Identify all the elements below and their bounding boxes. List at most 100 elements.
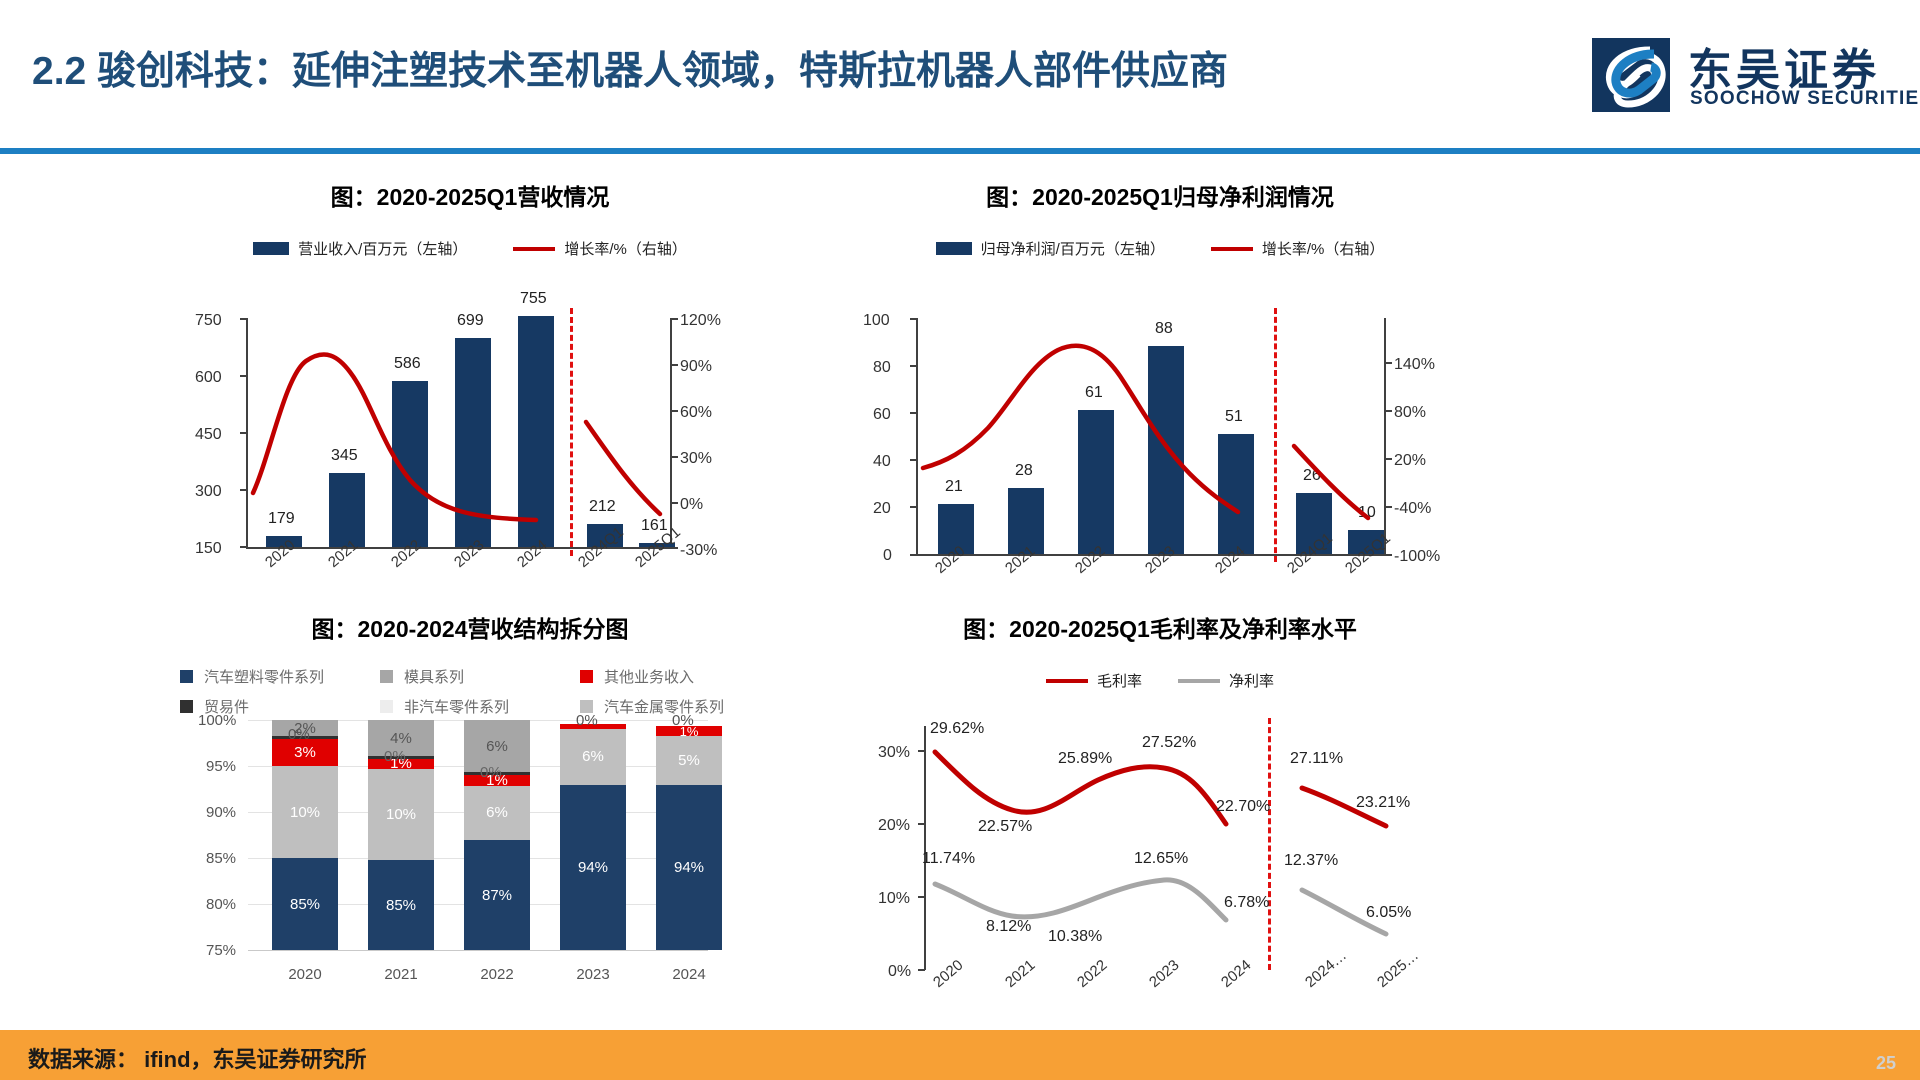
point-label-net: 12.65% [1134,850,1189,867]
seg-trade-2022 [464,772,530,775]
bar-value-label: 345 [331,447,358,464]
bar-2023 [455,338,491,547]
chart-panel-structure: 图：2020-2024营收结构拆分图 汽车塑料零件系列 模具系列 其他业务收入 … [120,610,820,1030]
legend-item-netprofit-bar: 归母净利润/百万元（左轴） [935,238,1165,259]
legend-label: 毛利率 [1096,673,1142,690]
chart-legend-netprofit: 归母净利润/百万元（左轴） 增长率/%（右轴） [790,238,1530,259]
slide-footer: 数据来源： ifind，东吴证券研究所 [0,1030,1920,1080]
xtick-label: 2023 [576,966,610,983]
legend-swatch-bar-icon [253,242,290,255]
bar-2024 [518,316,554,547]
legend-item-trade: 贸易件 [180,696,380,717]
ytick-left: 150 [195,540,222,557]
xtick-label: 2024 [1218,956,1255,992]
chart-panel-netprofit: 图：2020-2025Q1归母净利润情况 归母净利润/百万元（左轴） 增长率/%… [790,178,1530,578]
plot-area-structure: 100% 95% 90% 85% 80% 75% 85% 10% 3% 2% 0… [120,712,820,1010]
ytick-right: 20% [1394,452,1427,469]
ytick-right: 90% [680,358,713,375]
ytick-right: -100% [1394,548,1441,565]
ytick: 95% [206,758,237,775]
point-label-net: 6.05% [1366,904,1412,921]
legend-label: 贸易件 [204,699,250,716]
bar-value-label: 51 [1225,408,1243,425]
bar-2024Q1 [587,524,623,547]
y-axis-line [924,726,926,970]
chart-title-margin: 图：2020-2025Q1毛利率及净利率水平 [963,616,1357,642]
legend-label: 营业收入/百万元（左轴） [298,241,468,258]
seg-mold-2021: 4% [368,720,434,756]
chart-legend-margin: 毛利率 净利率 [790,670,1530,691]
period-divider-line [1268,718,1271,970]
ytick-right: 0% [680,496,704,513]
plot-area-netprofit: 100 80 60 40 20 0 140% 80% 20% -40% -100… [790,246,1530,577]
seg-auto-plastic-2021: 85% [368,860,434,950]
ytick-left: 450 [195,426,222,443]
legend-item-other-income: 其他业务收入 [580,666,780,687]
page-title: 2.2 骏创科技：延伸注塑技术至机器人领域，特斯拉机器人部件供应商 [32,50,1229,93]
seg-label-trade-2022: 0% [480,764,502,781]
point-label-net: 12.37% [1284,852,1339,869]
data-source-text: 数据来源： ifind，东吴证券研究所 [28,1047,367,1072]
xtick-label: 2022 [1074,956,1111,992]
seg-other-income-2021: 1% [368,755,434,772]
seg-auto-plastic-2023: 94% [560,785,626,950]
xtick-label: 2021 [1002,956,1039,992]
x-axis-line [246,547,672,549]
company-logo: 东吴证券 SOOCHOW SECURITIES [1592,34,1920,116]
ytick-left: 750 [195,312,222,329]
legend-swatch-icon [580,670,593,683]
ytick-right: 120% [680,312,721,329]
ytick-right: 140% [1394,356,1435,373]
ytick: 0% [888,963,912,980]
seg-other-income-2020: 3% [272,738,338,766]
ytick: 100% [198,712,237,729]
soochow-logo-icon [1592,38,1670,112]
legend-item-net-margin: 净利率 [1178,670,1274,691]
seg-mold-2020: 2% [272,720,338,737]
x-axis-line [916,554,1386,556]
ytick-right: 30% [680,450,713,467]
legend-item-auto-metal: 汽车金属零件系列 [580,696,780,717]
legend-swatch-line-icon [1178,678,1220,683]
legend-swatch-icon [180,700,193,713]
legend-item-nonauto: 非汽车零件系列 [380,696,580,717]
seg-auto-metal-2021: 10% [368,768,434,860]
seg-auto-plastic-2024: 94% [656,785,722,950]
bar-value-label: 179 [268,510,295,527]
bar-value-label: 699 [457,312,484,329]
slide-header: 2.2 骏创科技：延伸注塑技术至机器人领域，特斯拉机器人部件供应商 东吴证券 S… [0,0,1920,154]
point-label-net: 11.74% [922,850,976,867]
ytick: 20% [878,817,911,834]
legend-swatch-icon [180,670,193,683]
page-number: 25 [1875,1053,1896,1073]
point-label-gross: 23.21% [1356,794,1411,811]
legend-label: 非汽车零件系列 [404,699,510,716]
point-label-gross: 27.52% [1142,734,1197,751]
bar-value-label: 61 [1085,384,1103,401]
ytick: 75% [206,942,237,959]
bar-value-label: 755 [520,290,547,307]
xtick-label: 2022 [480,966,514,983]
legend-label: 汽车金属零件系列 [604,699,725,716]
seg-auto-plastic-2020: 85% [272,858,338,950]
bar-2025Q1 [639,543,675,547]
seg-trade-2020 [272,736,338,739]
ytick-right: -40% [1394,500,1432,517]
point-label-gross: 22.70% [1216,798,1271,815]
header-divider [0,148,1920,154]
bar-value-label: 28 [1015,462,1033,479]
ytick: 85% [206,850,237,867]
logo-text-cn: 东吴证券 [1688,46,1880,95]
chart-title-netprofit: 图：2020-2025Q1归母净利润情况 [986,184,1334,210]
legend-swatch-line-icon [513,246,556,251]
ytick-left: 600 [195,369,222,386]
y2-axis-line [1384,318,1386,556]
legend-item-netprofit-line: 增长率/%（右轴） [1210,238,1384,259]
ytick-right: 60% [680,404,713,421]
ytick-left: 300 [195,483,222,500]
point-label-gross: 27.11% [1290,750,1344,767]
seg-other-income-2023 [560,724,626,729]
seg-auto-plastic-2022: 87% [464,840,530,950]
legend-item-revenue-bar: 营业收入/百万元（左轴） [253,238,467,259]
